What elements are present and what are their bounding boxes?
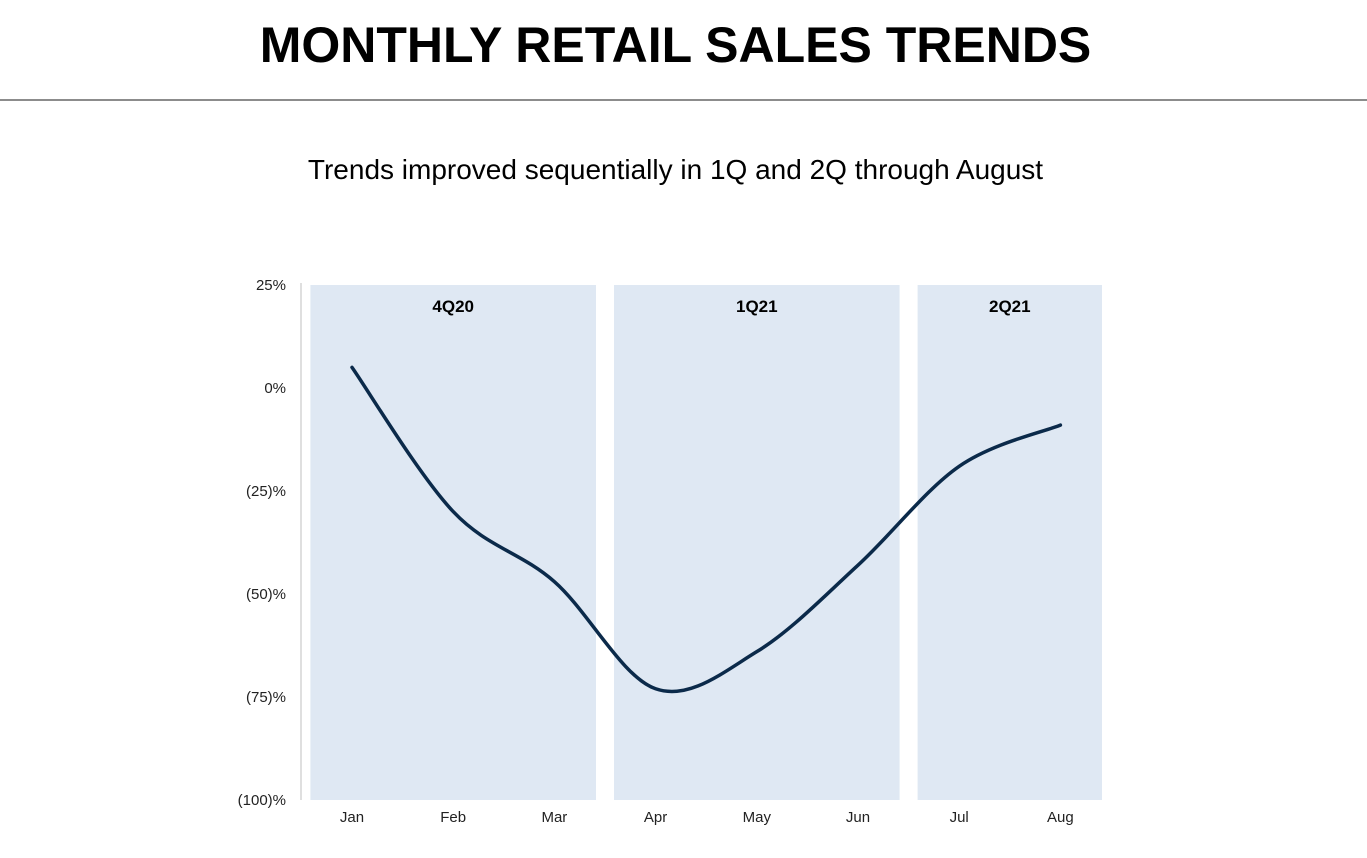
x-tick-label: Jul — [950, 809, 969, 826]
x-tick-label: Mar — [541, 809, 567, 826]
quarter-band-label: 2Q21 — [989, 297, 1031, 316]
x-tick-label: Aug — [1047, 809, 1074, 826]
y-tick-label: 0% — [264, 380, 286, 397]
x-tick-label: Jun — [846, 809, 870, 826]
series-layer — [350, 365, 1063, 694]
page-title: MONTHLY RETAIL SALES TRENDS — [259, 17, 1092, 73]
y-axis: 25% 0% (25)% (50)% (75)% (100)% — [238, 277, 302, 809]
quarter-band-label: 1Q21 — [736, 297, 778, 316]
x-tick-label: Jan — [340, 809, 364, 826]
y-tick-label: (25)% — [246, 483, 286, 500]
quarter-band-label: 4Q20 — [432, 297, 474, 316]
y-tick-label: 25% — [256, 277, 286, 294]
x-tick-label: May — [743, 809, 772, 826]
quarter-band-4q20 — [310, 285, 596, 800]
quarter-band-2q21 — [917, 285, 1102, 800]
sales-trend-line — [350, 365, 1063, 694]
x-tick-label: Feb — [440, 809, 466, 826]
quarter-bands: 4Q20 1Q21 2Q21 — [310, 285, 1102, 800]
x-tick-label: Apr — [644, 809, 667, 826]
title-divider — [0, 99, 1367, 101]
y-tick-label: (50)% — [246, 586, 286, 603]
chart-subtitle: Trends improved sequentially in 1Q and 2… — [307, 154, 1044, 185]
quarter-band-1q21 — [614, 285, 900, 800]
x-axis-labels: Jan Feb Mar Apr May Jun Jul Aug — [340, 809, 1074, 826]
y-tick-label: (75)% — [246, 689, 286, 706]
y-tick-label: (100)% — [238, 792, 286, 809]
